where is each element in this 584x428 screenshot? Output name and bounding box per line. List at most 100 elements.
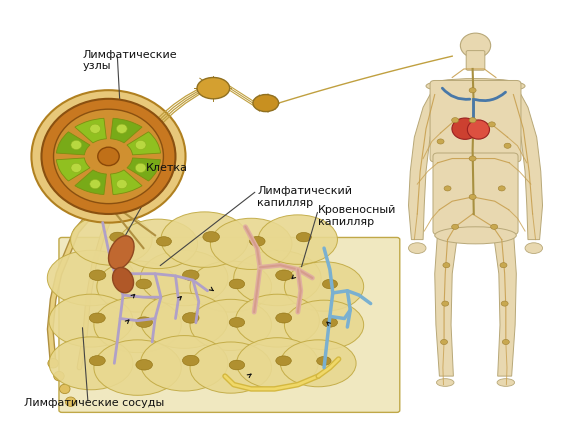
Wedge shape [57,158,90,181]
Ellipse shape [32,90,186,223]
Ellipse shape [434,227,516,244]
Ellipse shape [210,218,292,270]
Circle shape [469,156,476,161]
Ellipse shape [197,77,230,99]
Ellipse shape [110,232,125,242]
Circle shape [469,88,476,93]
Ellipse shape [460,33,491,58]
FancyBboxPatch shape [430,80,521,162]
Circle shape [500,263,507,268]
Ellipse shape [54,109,164,204]
Text: Лимфатические
узлы: Лимфатические узлы [82,50,177,71]
Ellipse shape [116,124,127,134]
Circle shape [444,186,451,191]
Ellipse shape [229,318,245,327]
Ellipse shape [452,118,478,140]
Ellipse shape [497,379,515,386]
Ellipse shape [229,279,245,289]
Polygon shape [502,86,543,240]
Circle shape [501,301,508,306]
Text: Лимфатические сосуды: Лимфатические сосуды [24,398,164,408]
Text: Клетка: Клетка [147,163,189,173]
Wedge shape [127,132,161,155]
Ellipse shape [71,163,82,172]
Ellipse shape [94,297,181,353]
Ellipse shape [90,124,100,134]
Ellipse shape [237,338,318,389]
Ellipse shape [98,147,119,166]
Ellipse shape [317,357,331,366]
Ellipse shape [296,232,311,242]
Polygon shape [493,231,516,376]
Ellipse shape [203,232,220,242]
Circle shape [443,263,450,268]
Ellipse shape [190,342,272,393]
Ellipse shape [280,340,356,387]
Circle shape [440,339,447,345]
Ellipse shape [97,261,178,312]
Ellipse shape [71,214,152,265]
Ellipse shape [48,359,58,368]
Ellipse shape [49,294,133,347]
Ellipse shape [90,179,100,189]
Ellipse shape [141,336,228,391]
Text: Кровеносный
капилляр: Кровеносный капилляр [318,205,397,227]
Polygon shape [409,86,449,240]
Ellipse shape [284,262,364,311]
Ellipse shape [119,219,197,269]
Ellipse shape [229,360,245,370]
Circle shape [469,118,476,123]
Wedge shape [75,118,106,143]
Circle shape [451,118,458,123]
Wedge shape [110,118,142,143]
Ellipse shape [41,99,175,214]
Ellipse shape [322,279,338,289]
Ellipse shape [467,120,489,139]
Circle shape [502,339,509,345]
Ellipse shape [161,212,248,268]
Ellipse shape [109,236,134,269]
Ellipse shape [71,140,82,149]
Ellipse shape [426,79,525,93]
Wedge shape [127,158,161,181]
Ellipse shape [284,300,364,350]
Ellipse shape [276,356,291,366]
Ellipse shape [258,215,338,265]
Circle shape [504,143,511,148]
Wedge shape [75,170,106,195]
Ellipse shape [89,356,105,366]
Ellipse shape [135,140,146,149]
Ellipse shape [136,360,152,370]
Ellipse shape [60,384,70,394]
Ellipse shape [136,279,151,289]
Ellipse shape [136,317,152,327]
Ellipse shape [190,299,272,351]
Ellipse shape [141,250,228,306]
Circle shape [498,186,505,191]
Ellipse shape [113,268,134,293]
FancyBboxPatch shape [433,153,518,235]
Ellipse shape [94,340,181,395]
Ellipse shape [234,250,321,306]
Text: Лимфатический
капилляр: Лимфатический капилляр [257,186,352,208]
Ellipse shape [116,179,127,189]
Ellipse shape [190,261,272,312]
Circle shape [442,301,449,306]
FancyBboxPatch shape [59,238,400,412]
Circle shape [491,224,498,229]
Ellipse shape [525,243,543,253]
Ellipse shape [54,372,64,381]
Ellipse shape [89,313,105,323]
Ellipse shape [47,250,135,306]
Wedge shape [110,170,142,195]
Polygon shape [434,231,458,376]
Ellipse shape [182,312,199,323]
Ellipse shape [49,337,133,390]
Wedge shape [57,132,90,155]
Ellipse shape [135,163,146,172]
Ellipse shape [235,294,319,347]
Circle shape [451,224,458,229]
Ellipse shape [409,243,426,253]
Circle shape [437,139,444,144]
Circle shape [469,194,476,199]
